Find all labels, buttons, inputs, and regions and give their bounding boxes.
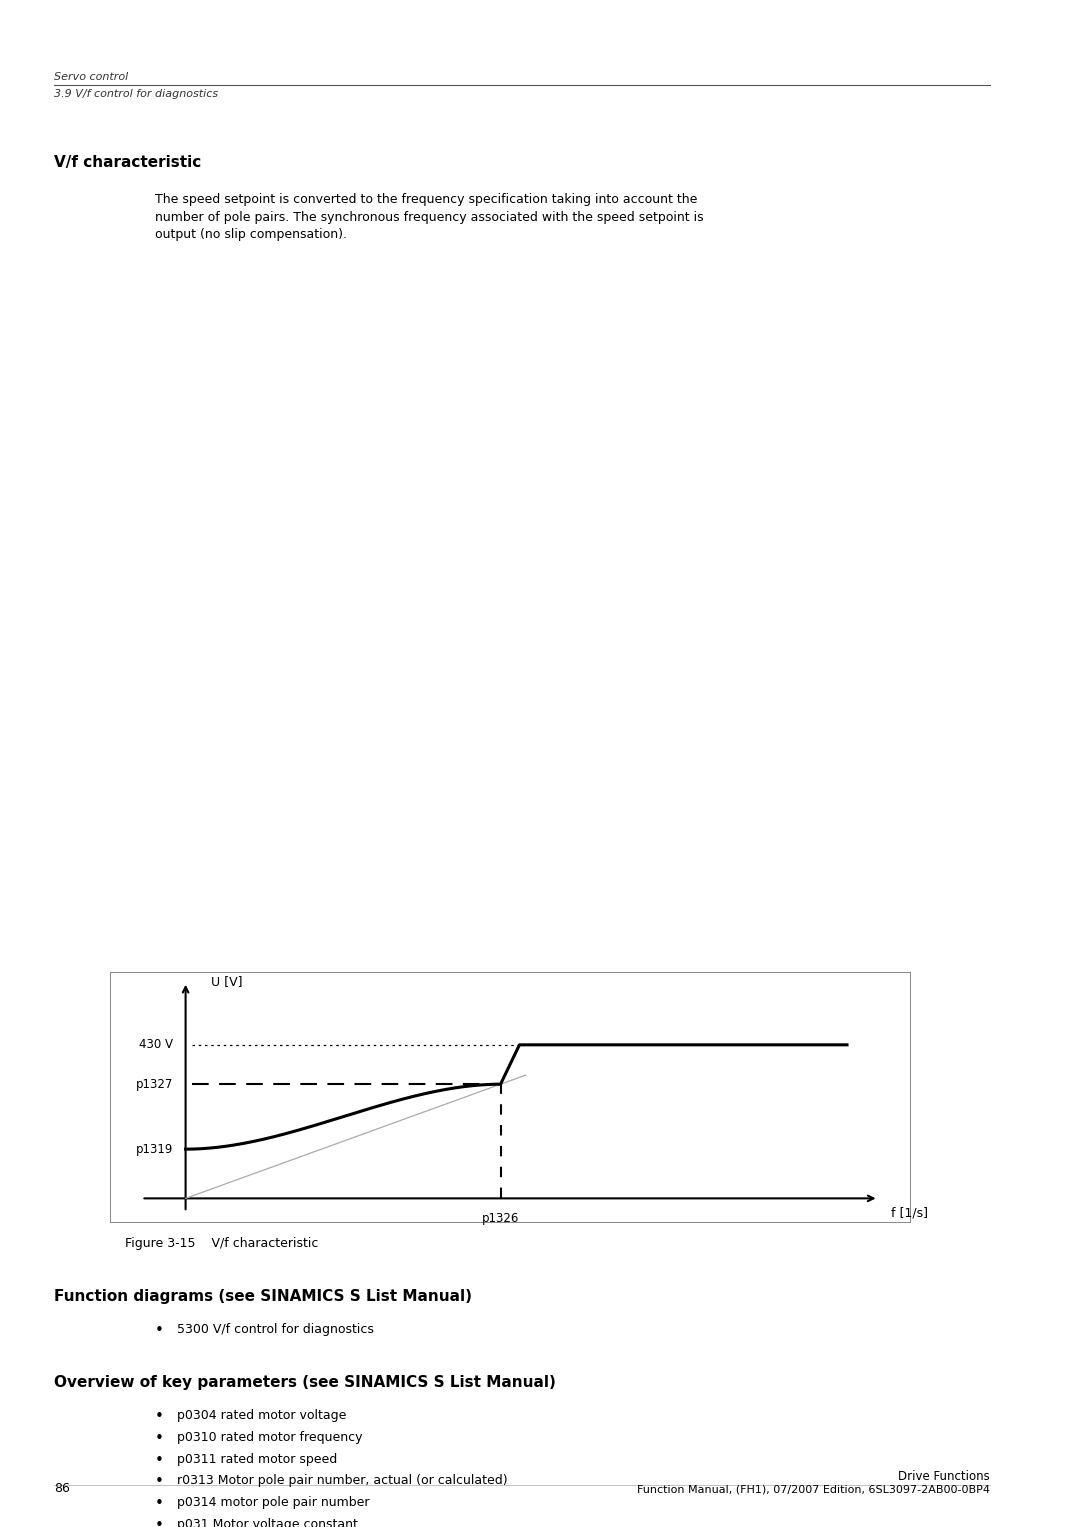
Text: Function diagrams (see SINAMICS S List Manual): Function diagrams (see SINAMICS S List M…: [54, 1289, 472, 1304]
Text: Servo control: Servo control: [54, 72, 129, 82]
Text: •: •: [156, 1452, 164, 1467]
Text: 86: 86: [54, 1483, 70, 1495]
Text: p031 Motor voltage constant: p031 Motor voltage constant: [177, 1518, 357, 1527]
Text: The speed setpoint is converted to the frequency specification taking into accou: The speed setpoint is converted to the f…: [156, 192, 698, 206]
Text: •: •: [156, 1496, 164, 1512]
Text: p0311 rated motor speed: p0311 rated motor speed: [177, 1452, 337, 1466]
Text: •: •: [156, 1409, 164, 1425]
Text: f [1/s]: f [1/s]: [891, 1206, 928, 1219]
Text: Overview of key parameters (see SINAMICS S List Manual): Overview of key parameters (see SINAMICS…: [54, 1374, 556, 1390]
Text: •: •: [156, 1475, 164, 1489]
Text: output (no slip compensation).: output (no slip compensation).: [156, 228, 347, 241]
Text: p1326: p1326: [482, 1212, 519, 1225]
Text: p1319: p1319: [136, 1142, 173, 1156]
Text: U [V]: U [V]: [211, 976, 242, 988]
Text: number of pole pairs. The synchronous frequency associated with the speed setpoi: number of pole pairs. The synchronous fr…: [156, 211, 704, 223]
Text: 430 V: 430 V: [139, 1038, 173, 1051]
Text: •: •: [156, 1518, 164, 1527]
Text: p1327: p1327: [136, 1078, 173, 1090]
Text: p0310 rated motor frequency: p0310 rated motor frequency: [177, 1431, 363, 1445]
Text: Function Manual, (FH1), 07/2007 Edition, 6SL3097-2AB00-0BP4: Function Manual, (FH1), 07/2007 Edition,…: [637, 1484, 990, 1495]
Text: 5300 V/f control for diagnostics: 5300 V/f control for diagnostics: [177, 1322, 374, 1336]
Text: •: •: [156, 1431, 164, 1446]
Text: Figure 3-15    V/f characteristic: Figure 3-15 V/f characteristic: [125, 1237, 319, 1251]
Text: p0304 rated motor voltage: p0304 rated motor voltage: [177, 1409, 347, 1422]
Text: •: •: [156, 1322, 164, 1338]
Text: 3.9 V/f control for diagnostics: 3.9 V/f control for diagnostics: [54, 89, 218, 99]
Text: p0314 motor pole pair number: p0314 motor pole pair number: [177, 1496, 369, 1509]
Text: r0313 Motor pole pair number, actual (or calculated): r0313 Motor pole pair number, actual (or…: [177, 1475, 508, 1487]
Text: Drive Functions: Drive Functions: [899, 1471, 990, 1483]
Text: V/f characteristic: V/f characteristic: [54, 156, 201, 169]
